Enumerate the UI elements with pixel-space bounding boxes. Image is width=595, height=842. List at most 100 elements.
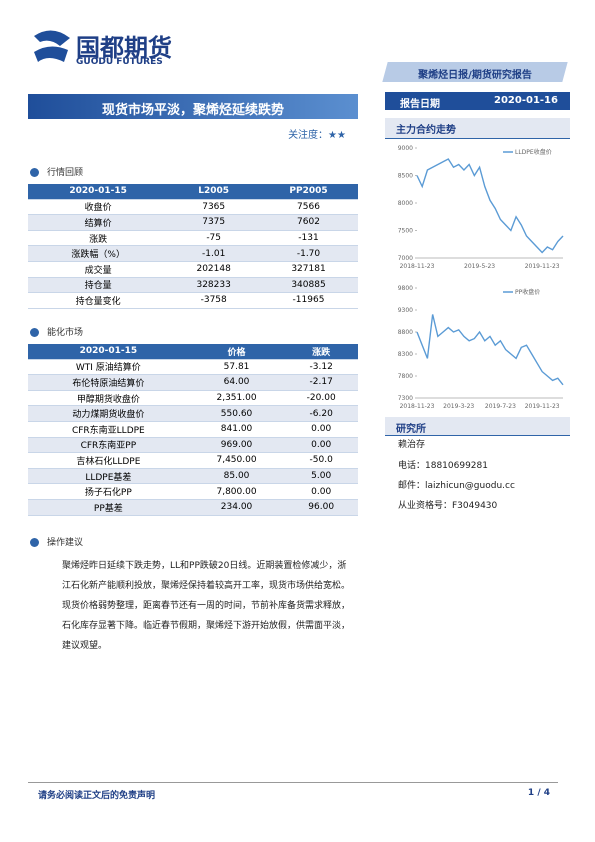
cell: 234.00 — [188, 499, 285, 516]
cell: 841.00 — [188, 421, 285, 438]
email: 邮件：laizhicun@guodu.cc — [398, 481, 515, 491]
chart: 7300 7800 8300 8800 9300 9800 2018-11-23 2019-3… — [398, 285, 564, 410]
cell: 7365 — [168, 199, 259, 216]
header-row: 2020-01-15 价格 涨跌 — [28, 344, 358, 360]
cell: 340885 — [259, 277, 358, 294]
line — [416, 158, 564, 254]
row: PP基差 234.00 96.00 — [28, 499, 358, 516]
cell: 85.00 — [188, 468, 285, 485]
header-cell: 涨跌 — [284, 344, 358, 360]
cell: WTI 原油结算价 — [28, 359, 189, 376]
row: 涨跌幅（%） -1.01 -1.70 — [28, 245, 358, 262]
cell: -50.0 — [284, 452, 358, 469]
cell: -3758 — [168, 292, 259, 309]
header-cell: 2020-01-15 — [28, 344, 189, 360]
cell: -3.12 — [284, 359, 358, 376]
cell: -20.00 — [284, 390, 358, 407]
legend-label: LLDPE收盘价 — [515, 148, 552, 156]
cell: 2,351.00 — [188, 390, 285, 407]
row: 收盘价 7365 7566 — [28, 199, 358, 216]
legend-label: PP收盘价 — [515, 288, 540, 296]
cell: 202148 — [168, 261, 259, 278]
cell: -2.17 — [284, 374, 358, 391]
y-tick-label: 8800 — [398, 329, 413, 336]
logo-en: GUODU FUTURES — [76, 57, 163, 67]
cell: 甲醇期货收盘价 — [28, 390, 189, 407]
cell: CFR东南亚PP — [28, 437, 189, 454]
row: CFR东南亚LLDPE 841.00 0.00 — [28, 421, 358, 438]
row: 持仓量 328233 340885 — [28, 277, 358, 294]
row: 扬子石化PP 7,800.00 0.00 — [28, 483, 358, 500]
cell: 57.81 — [188, 359, 285, 376]
cell: 扬子石化PP — [28, 483, 189, 500]
cell: 7,800.00 — [188, 483, 285, 500]
x-tick-label: 2019-11-23 — [525, 403, 560, 410]
chart-header — [385, 118, 570, 139]
cell: -1.70 — [259, 245, 358, 262]
y-tick-label: 8500 — [398, 173, 413, 180]
y-tick-label: 8300 — [398, 351, 413, 358]
cell: -75 — [168, 230, 259, 247]
section-title: 能化市场 — [30, 325, 83, 338]
date: 2020-01-16 — [494, 95, 558, 106]
cell: 550.60 — [188, 405, 285, 422]
cell: 0.00 — [284, 437, 358, 454]
y-tick-label: 8000 — [398, 200, 413, 207]
date-label: 报告日期 — [400, 99, 440, 110]
row: 涨跌 -75 -131 — [28, 230, 358, 247]
cell: 7566 — [259, 199, 358, 216]
row: 结算价 7375 7602 — [28, 214, 358, 231]
row: 动力煤期货收盘价 550.60 -6.20 — [28, 405, 358, 422]
header-cell: L2005 — [168, 184, 259, 200]
chem-table: 2020-01-15 价格 涨跌 WTI 原油结算价 57.81 -3.12 布伦特原油结算… — [28, 344, 358, 516]
cert: 从业资格号：F3049430 — [398, 501, 498, 511]
row: 布伦特原油结算价 64.00 -2.17 — [28, 374, 358, 391]
row: 持仓量变化 -3758 -11965 — [28, 292, 358, 309]
market-table: 2020-01-15 L2005 PP2005 收盘价 7365 7566 结算价 7375 7… — [28, 184, 358, 309]
y-tick-label: 9000 — [398, 145, 413, 152]
line — [416, 314, 564, 386]
attention: 关注度：★★ — [288, 130, 346, 141]
cell: 布伦特原油结算价 — [28, 374, 189, 391]
cell: 7602 — [259, 214, 358, 231]
chart: 7000 7500 8000 8500 9000 2018-11-23 2019-5-23 2… — [398, 145, 564, 270]
row: 成交量 202148 327181 — [28, 261, 358, 278]
cell: LLDPE基差 — [28, 468, 189, 485]
header-cell: 2020-01-15 — [28, 184, 169, 200]
cell: 涨跌 — [28, 230, 169, 247]
header-row: 2020-01-15 L2005 PP2005 — [28, 184, 358, 200]
cell: 64.00 — [188, 374, 285, 391]
cell: 0.00 — [284, 421, 358, 438]
cell: 持仓量变化 — [28, 292, 169, 309]
row: WTI 原油结算价 57.81 -3.12 — [28, 359, 358, 376]
x-tick-label: 2018-11-23 — [400, 403, 435, 410]
cell: -6.20 — [284, 405, 358, 422]
title: 现货市场平淡，聚烯烃延续跌势 — [101, 103, 284, 118]
cell: 成交量 — [28, 261, 169, 278]
institute: 研究所 — [396, 424, 426, 435]
cell: 96.00 — [284, 499, 358, 516]
row: 甲醇期货收盘价 2,351.00 -20.00 — [28, 390, 358, 407]
cell: 328233 — [168, 277, 259, 294]
date-bar — [385, 92, 570, 110]
title-bar — [28, 94, 358, 119]
logo-cn: 国都期货 — [76, 34, 172, 62]
cell: 5.00 — [284, 468, 358, 485]
cell: 持仓量 — [28, 277, 169, 294]
header-cell: PP2005 — [259, 184, 358, 200]
cell: -1.01 — [168, 245, 259, 262]
cell: 涨跌幅（%） — [28, 245, 169, 262]
section-title: 操作建议 — [30, 535, 83, 548]
page-number: 1 / 4 — [527, 788, 550, 798]
row: 吉林石化LLDPE 7,450.00 -50.0 — [28, 452, 358, 469]
cell: 收盘价 — [28, 199, 169, 216]
cell: 327181 — [259, 261, 358, 278]
y-tick-label: 7000 — [398, 255, 413, 262]
row: LLDPE基差 85.00 5.00 — [28, 468, 358, 485]
cell: CFR东南亚LLDPE — [28, 421, 189, 438]
institute-bar — [385, 417, 570, 436]
y-tick-label: 7500 — [398, 228, 413, 235]
footer-rule — [28, 782, 558, 783]
x-tick-label: 2019-7-23 — [485, 403, 516, 410]
x-tick-label: 2019-5-23 — [464, 263, 495, 270]
